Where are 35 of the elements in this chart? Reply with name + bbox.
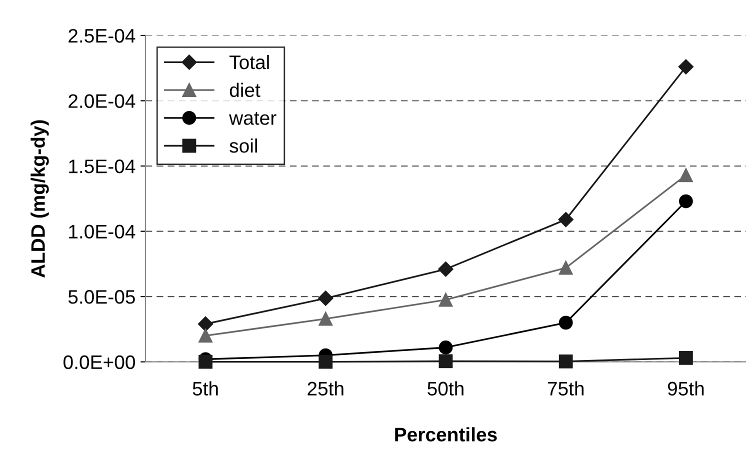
x-tick-label: 95th xyxy=(668,381,704,396)
point xyxy=(198,316,214,332)
point xyxy=(198,328,212,343)
point xyxy=(438,354,453,368)
point xyxy=(438,292,453,307)
point xyxy=(558,212,574,228)
point xyxy=(678,59,694,74)
point xyxy=(318,354,333,369)
point xyxy=(318,290,334,306)
y-tick-label: 1.0E-04 xyxy=(69,224,136,239)
point xyxy=(679,350,693,365)
point xyxy=(438,340,453,354)
x-axis-title: Percentiles xyxy=(395,427,497,442)
point xyxy=(558,260,573,275)
legend-label: water xyxy=(229,112,276,125)
y-tick-label: 0.0E+00 xyxy=(64,355,135,370)
x-tick-label: 50th xyxy=(428,381,464,396)
y-tick-label: 5.0E-05 xyxy=(68,290,135,304)
point xyxy=(558,316,573,330)
point xyxy=(438,262,454,277)
x-tick-label: 25th xyxy=(308,381,344,396)
point xyxy=(198,354,212,369)
point xyxy=(679,168,693,182)
y-tick-label: 2.5E-04 xyxy=(68,28,136,43)
y-axis-title: ALDD (mg/kg-dy) xyxy=(30,120,49,278)
x-tick-label: 75th xyxy=(548,381,584,396)
point xyxy=(679,194,693,208)
legend-label: Total xyxy=(230,54,269,70)
x-tick-label: 5th xyxy=(192,381,218,396)
point xyxy=(558,354,573,368)
legend-label: diet xyxy=(230,82,260,98)
legend-label: soil xyxy=(230,138,257,153)
point xyxy=(318,312,333,326)
y-tick-label: 2.0E-04 xyxy=(68,94,136,108)
y-tick-label: 1.5E-04 xyxy=(69,159,136,174)
